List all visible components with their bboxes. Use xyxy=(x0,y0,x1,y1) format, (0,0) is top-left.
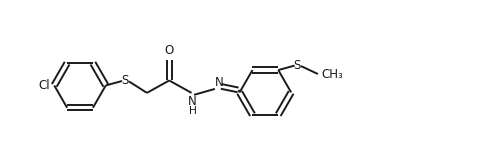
Text: O: O xyxy=(164,44,173,57)
Text: N: N xyxy=(188,95,196,108)
Text: Cl: Cl xyxy=(39,79,50,92)
Text: S: S xyxy=(293,59,300,72)
Text: S: S xyxy=(121,74,128,87)
Text: N: N xyxy=(214,76,223,89)
Text: CH₃: CH₃ xyxy=(321,67,343,81)
Text: H: H xyxy=(188,106,196,116)
